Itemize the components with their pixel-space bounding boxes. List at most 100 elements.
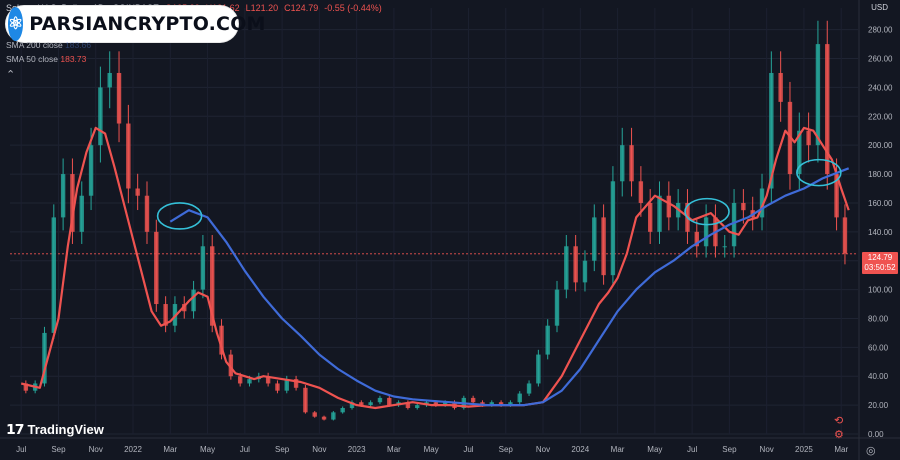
indicator-sma50[interactable]: SMA 50 close 183.73: [6, 54, 86, 64]
candle-body: [722, 246, 727, 248]
y-tick-label: 100.00: [868, 286, 893, 295]
candle-body: [70, 174, 75, 232]
candle-body: [815, 44, 821, 146]
candle-body: [275, 383, 280, 391]
last-price-value: 124.79: [867, 253, 893, 262]
x-tick-label: 2025: [795, 445, 813, 454]
x-tick-label: Sep: [51, 445, 66, 454]
candle-body: [284, 379, 289, 391]
x-tick-label: Nov: [760, 445, 774, 454]
candle-body: [638, 181, 644, 203]
candle-body: [508, 402, 513, 406]
brand-logo-icon: ⚛: [8, 7, 24, 41]
indicator-value: 183.66: [65, 40, 92, 50]
x-tick-label: Jul: [240, 445, 250, 454]
indicator-value: 183.73: [60, 54, 87, 64]
last-price-tag: 124.79 03:50:52: [862, 252, 898, 274]
x-tick-label: Mar: [611, 445, 625, 454]
candle-body: [98, 87, 103, 146]
candle-body: [582, 260, 588, 283]
candle-body: [154, 231, 159, 305]
x-tick-label: Mar: [387, 445, 401, 454]
candle-body: [526, 383, 532, 394]
candle-body: [144, 195, 150, 232]
candle-body: [331, 412, 336, 420]
brand-text: PARSIANCRYPTO.COM: [29, 13, 266, 35]
watermark-badge: ⚛ PARSIANCRYPTO.COM: [6, 6, 265, 42]
candle-body: [657, 195, 662, 232]
x-tick-label: Sep: [722, 445, 737, 454]
candle-body: [349, 402, 355, 409]
candle-body: [107, 72, 112, 88]
annotation-circle: [796, 158, 842, 187]
candle-body: [778, 72, 783, 102]
y-tick-label: 40.00: [868, 372, 889, 381]
candle-body: [303, 387, 308, 413]
candle-body: [368, 402, 373, 406]
candle-body: [116, 72, 122, 124]
candle-body: [60, 174, 66, 218]
candle-body: [842, 217, 848, 254]
candle-body: [536, 354, 541, 384]
candle-body: [489, 402, 494, 406]
y-tick-label: 280.00: [868, 26, 893, 35]
y-tick-label: 140.00: [868, 228, 893, 237]
candle-body: [647, 202, 653, 232]
currency-label[interactable]: USD: [871, 3, 888, 12]
candle-body: [163, 304, 168, 326]
y-tick-label: 160.00: [868, 199, 893, 208]
candle-body: [564, 246, 569, 290]
candle-body: [237, 376, 243, 384]
y-tick-label: 180.00: [868, 170, 893, 179]
x-tick-label: 2023: [348, 445, 366, 454]
x-tick-label: Nov: [312, 445, 326, 454]
collapse-chevron-icon[interactable]: ⌃: [6, 69, 16, 81]
x-tick-label: Jul: [463, 445, 473, 454]
candle-body: [210, 246, 215, 326]
candle-body: [359, 402, 364, 406]
tradingview-logo[interactable]: 𝟭𝟳 TradingView: [6, 421, 104, 438]
x-tick-label: May: [647, 445, 662, 454]
candle-body: [806, 130, 811, 146]
candle-body: [629, 145, 634, 182]
candle-body: [834, 174, 839, 218]
candle-body: [442, 402, 448, 406]
sma200-line: [169, 167, 850, 407]
auto-scale-icon[interactable]: ◎: [866, 445, 876, 457]
candle-body: [592, 217, 597, 261]
tradingview-text: TradingView: [27, 422, 104, 437]
candle-body: [517, 393, 522, 403]
x-tick-label: Mar: [834, 445, 848, 454]
candle-body: [219, 325, 224, 355]
y-tick-label: 260.00: [868, 55, 893, 64]
candle-body: [42, 332, 47, 384]
indicator-label: SMA 200 close: [6, 40, 63, 50]
candle-body: [573, 246, 578, 283]
x-tick-label: May: [424, 445, 439, 454]
change-value: -0.55 (-0.44%): [324, 3, 382, 13]
x-tick-label: Jul: [16, 445, 26, 454]
low-value: L121.20: [245, 3, 279, 13]
y-tick-label: 200.00: [868, 141, 893, 150]
candle-body: [79, 195, 84, 232]
candle-body: [694, 231, 699, 247]
x-tick-label: Sep: [499, 445, 514, 454]
candle-body: [601, 217, 606, 276]
candle-body: [769, 72, 774, 189]
replay-icon[interactable]: ⟲: [834, 415, 844, 427]
x-tick-label: Mar: [163, 445, 177, 454]
candle-body: [377, 397, 383, 403]
candle-body: [23, 383, 29, 391]
x-tick-label: Sep: [275, 445, 290, 454]
candle-body: [88, 145, 94, 196]
candle-body: [554, 289, 560, 326]
candle-body: [135, 188, 140, 196]
settings-gear-icon[interactable]: ⚙: [834, 429, 844, 441]
candle-body: [247, 379, 252, 384]
candle-body: [51, 217, 56, 333]
candle-body: [340, 408, 345, 413]
candle-body: [741, 202, 746, 211]
indicator-sma200[interactable]: SMA 200 close 183.66: [6, 40, 91, 50]
